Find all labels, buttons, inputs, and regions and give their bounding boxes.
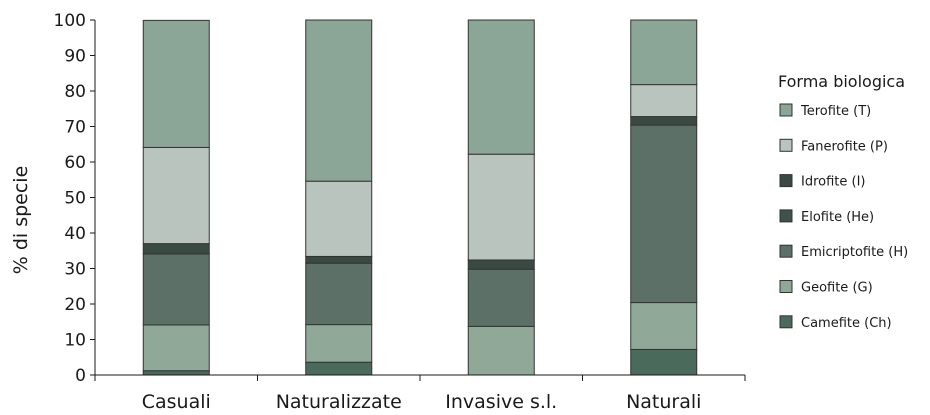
bar-segment [467,153,535,261]
bar-segment [142,324,210,372]
legend-entry: Camefite (Ch) [801,316,892,331]
bar-segment [467,19,535,155]
y-tick-label: 20 [64,295,86,315]
legend-entry: Idrofite (I) [801,175,866,190]
bar-segment [467,325,535,376]
y-axis-label: % di specie [10,166,32,275]
y-tick-label: 30 [64,260,86,280]
bar-segment [630,84,698,118]
bar-segment [630,124,698,304]
legend-entry: Geofite (G) [801,281,873,296]
legend-entry: Terofite (T) [800,104,871,119]
x-category-label: Casuali [142,391,211,413]
legend: Forma biologica Terofite (T) Fanerofite (… [778,72,908,331]
legend-swatch [779,315,793,329]
bar-segment [142,146,210,245]
y-axis: 0 10 20 30 40 50 60 70 80 90 100 [54,11,96,386]
legend-entry: Emicriptofite (H) [801,245,908,260]
bar-segment [630,348,698,376]
bar-segment [305,361,373,376]
bar-segment [467,259,535,270]
bar-segment [142,243,210,255]
x-category-label: Naturalizzate [276,391,402,413]
legend-swatch [779,138,793,152]
y-tick-label: 40 [64,224,86,244]
plot-area [142,19,698,376]
legend-swatch [779,244,793,258]
legend-entry: Fanerofite (P) [801,139,888,154]
legend-entry: Elofite (He) [801,210,874,225]
bar-segment [305,255,373,264]
x-category-label: Naturali [626,391,701,413]
bar-segment [630,19,698,86]
bar-segment [630,302,698,350]
y-tick-label: 100 [54,11,86,31]
y-tick-label: 90 [64,47,86,67]
bar-segment [142,19,210,148]
legend-swatch [779,280,793,293]
y-tick-label: 80 [64,82,86,102]
y-tick-label: 10 [64,331,86,351]
y-tick-label: 60 [64,153,86,173]
legend-swatch [779,103,793,117]
x-category-label: Invasive s.l. [445,391,557,413]
legend-swatch [779,209,793,223]
y-tick-label: 50 [64,189,86,209]
bar-segment [142,370,210,376]
legend-swatch [779,174,793,188]
y-tick-label: 70 [64,118,86,138]
bar-segment [142,253,210,326]
bar-segment [305,180,373,257]
x-axis: Casuali Naturalizzate Invasive s.l. Natural… [94,374,746,413]
bar-segment [305,262,373,326]
y-tick-label: 0 [75,366,86,386]
bar-segment [305,324,373,363]
bar-segment [305,19,373,182]
bar-segment [467,268,535,327]
bar-segment [630,116,698,126]
legend-title: Forma biologica [778,72,905,91]
